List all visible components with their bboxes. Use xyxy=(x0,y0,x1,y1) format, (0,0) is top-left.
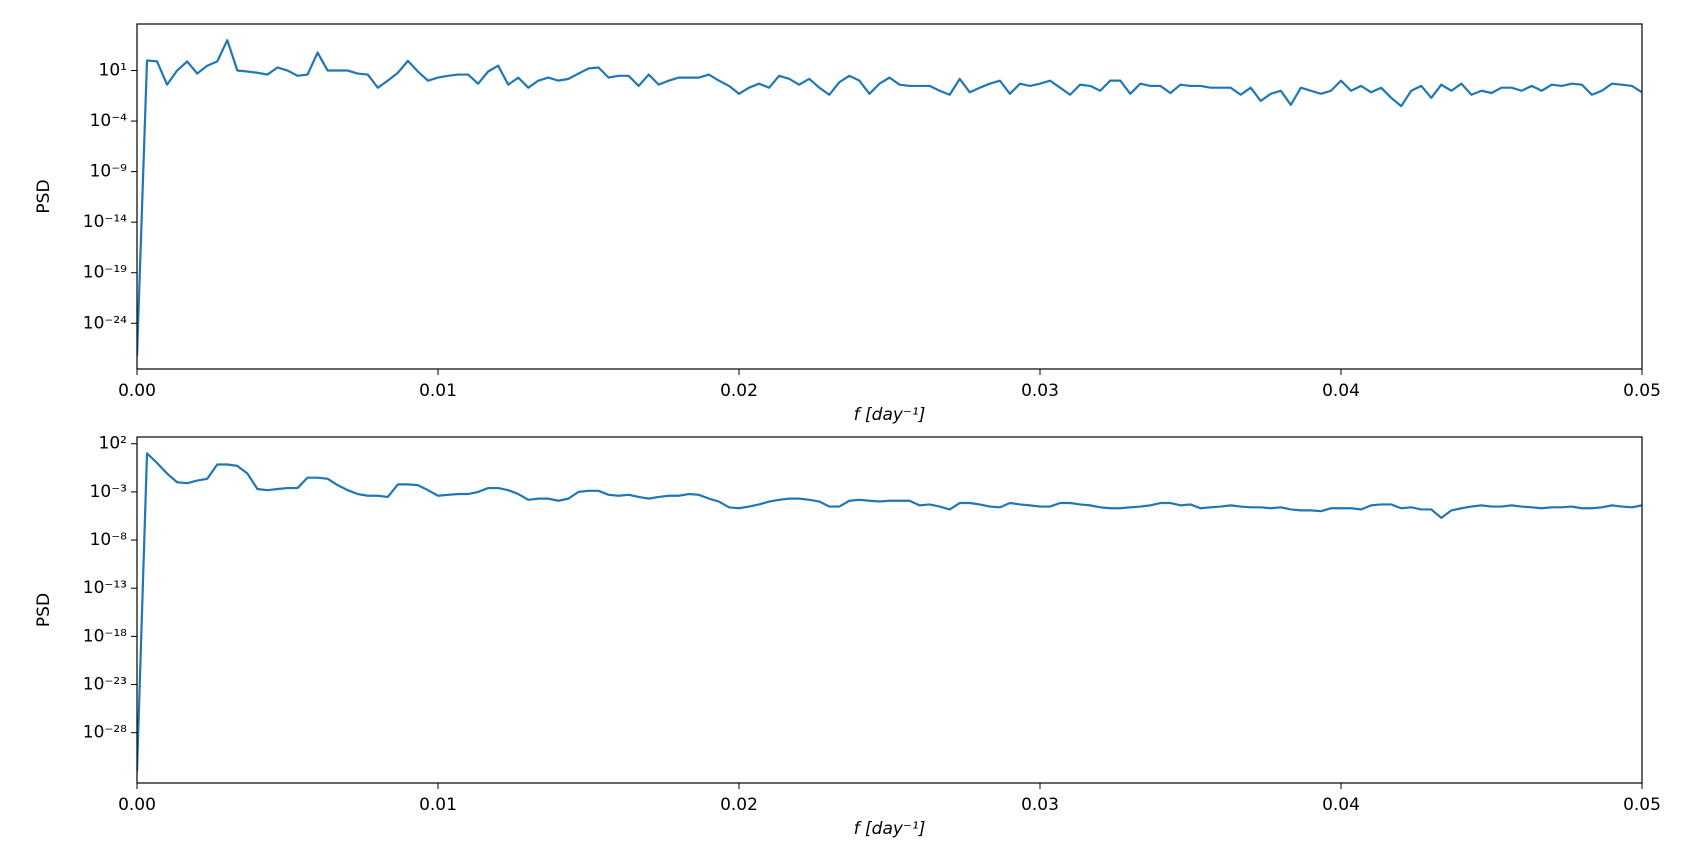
x-axis-label: f [day⁻¹] xyxy=(854,405,926,425)
x-tick-label: 0.03 xyxy=(1021,795,1059,815)
y-axis-label: PSD xyxy=(34,179,54,213)
y-tick-label: 10⁻³ xyxy=(90,482,127,502)
y-tick-label: 10⁻¹⁸ xyxy=(83,626,127,646)
x-tick-label: 0.02 xyxy=(720,795,758,815)
y-tick-label: 10⁻¹³ xyxy=(83,578,127,598)
y-tick-label: 10⁻⁸ xyxy=(90,530,128,550)
x-tick-label: 0.04 xyxy=(1322,795,1360,815)
x-tick-label: 0.01 xyxy=(419,795,457,815)
x-tick-label: 0.04 xyxy=(1322,381,1360,401)
y-axis-label: PSD xyxy=(34,593,54,627)
y-tick-label: 10⁻²³ xyxy=(83,675,127,695)
psd-line xyxy=(137,452,1642,772)
x-tick-label: 0.05 xyxy=(1623,795,1661,815)
y-tick-label: 10⁻⁹ xyxy=(90,162,128,182)
axes-frame xyxy=(136,436,1643,784)
x-tick-label: 0.03 xyxy=(1021,381,1059,401)
x-tick-label: 0.02 xyxy=(720,381,758,401)
y-tick-label: 10⁻⁴ xyxy=(90,111,128,131)
y-tick-label: 10¹ xyxy=(99,61,127,81)
x-tick-label: 0.00 xyxy=(118,795,156,815)
y-tick-label: 10² xyxy=(99,434,127,454)
y-tick-label: 10⁻¹⁴ xyxy=(83,212,127,232)
x-axis-label: f [day⁻¹] xyxy=(854,819,926,839)
psd-line xyxy=(137,39,1642,356)
x-tick-label: 0.05 xyxy=(1623,381,1661,401)
y-tick-label: 10⁻²⁸ xyxy=(83,723,127,743)
x-tick-label: 0.00 xyxy=(118,381,156,401)
x-tick-label: 0.01 xyxy=(419,381,457,401)
y-tick-label: 10⁻²⁴ xyxy=(83,313,127,333)
y-tick-label: 10⁻¹⁹ xyxy=(83,263,127,283)
axes-frame xyxy=(136,23,1643,370)
